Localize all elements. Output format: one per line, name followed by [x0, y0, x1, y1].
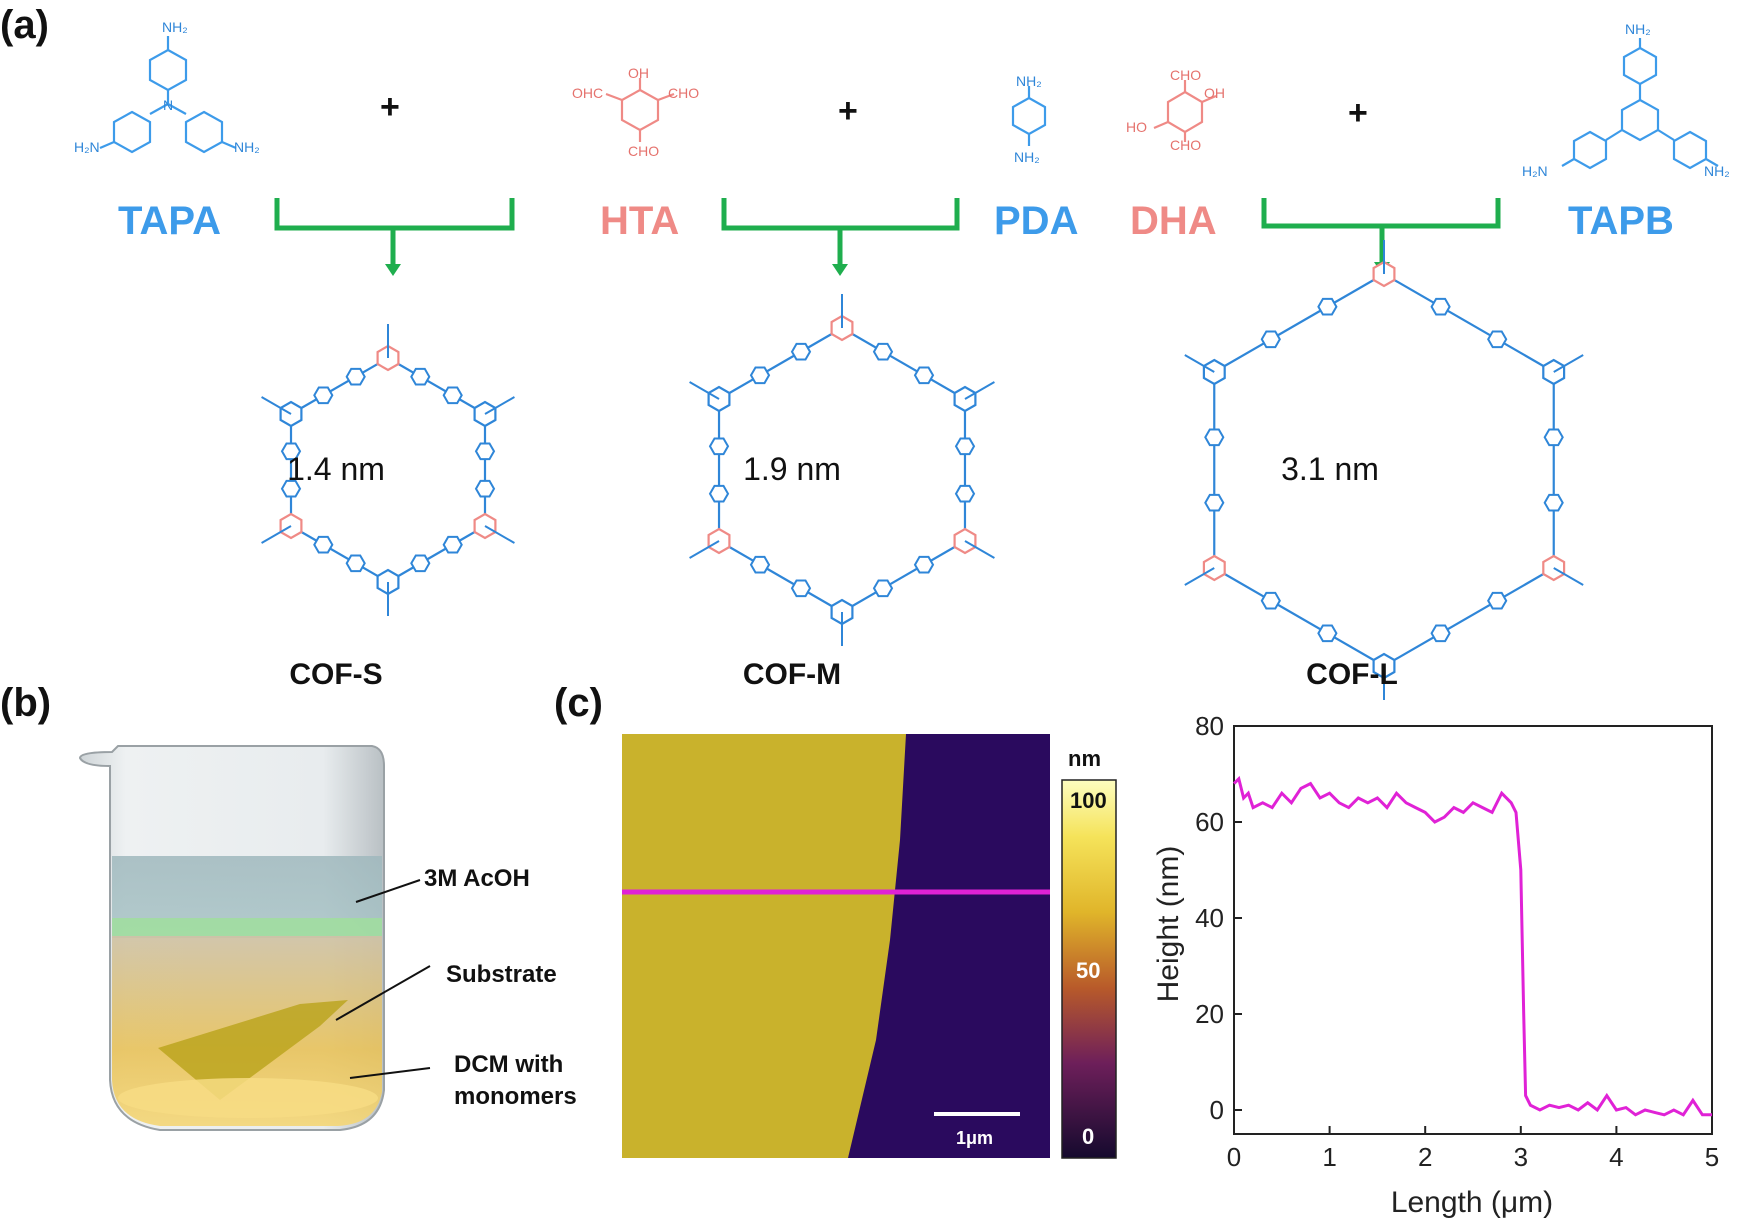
cof-m-ring [689, 294, 995, 646]
chart-ylabel: Height (nm) [1152, 846, 1185, 1003]
colorbar-tick-0: 0 [1082, 1124, 1094, 1149]
colorbar [1061, 779, 1117, 1159]
pore-size-cof-m: 1.9 nm [743, 451, 841, 487]
label-hta: HTA [600, 199, 679, 243]
svg-text:NH₂: NH₂ [1016, 73, 1042, 89]
label-acoh: 3M AcOH [424, 865, 530, 892]
beaker-leader-lines [335, 879, 431, 1079]
dha-structure [1153, 80, 1217, 142]
svg-text:OHC: OHC [572, 85, 603, 101]
svg-text:NH₂: NH₂ [1704, 163, 1730, 179]
label-dha: DHA [1130, 199, 1217, 243]
arrowhead-2 [832, 264, 848, 276]
svg-text:NH₂: NH₂ [234, 139, 260, 155]
svg-text:NH₂: NH₂ [1014, 149, 1040, 165]
panel-label-c: (c) [554, 681, 603, 725]
reaction-arrow-1 [274, 198, 515, 268]
cof-l-ring [1184, 240, 1584, 700]
x-tick-label: 3 [1514, 1142, 1528, 1172]
svg-text:CHO: CHO [668, 85, 699, 101]
plus-sign-1: + [380, 88, 400, 126]
label-tapa: TAPA [118, 199, 221, 243]
label-substrate: Substrate [446, 961, 557, 988]
x-tick-label: 5 [1705, 1142, 1719, 1172]
svg-text:OH: OH [628, 65, 649, 81]
svg-text:OH: OH [1204, 85, 1225, 101]
plus-sign-3: + [1348, 94, 1368, 132]
chart-xlabel: Length (μm) [1391, 1186, 1553, 1219]
svg-text:CHO: CHO [1170, 67, 1201, 83]
beaker [78, 745, 385, 1131]
y-tick-label: 0 [1210, 1095, 1224, 1125]
cof-frameworks [261, 240, 1584, 700]
colorbar-tick-100: 100 [1070, 788, 1107, 813]
svg-text:H₂N: H₂N [74, 139, 100, 155]
scale-bar-label: 1μm [956, 1128, 993, 1148]
pore-size-cof-l: 3.1 nm [1281, 451, 1379, 487]
y-tick-label: 40 [1195, 903, 1224, 933]
y-tick-label: 20 [1195, 999, 1224, 1029]
colorbar-tick-50: 50 [1076, 958, 1100, 983]
label-tapb: TAPB [1568, 199, 1674, 243]
svg-text:NH₂: NH₂ [162, 19, 188, 35]
pda-structure [1011, 86, 1047, 146]
cof-s-ring [261, 324, 515, 616]
svg-text:CHO: CHO [628, 143, 659, 159]
svg-text:HO: HO [1126, 119, 1147, 135]
height-profile-chart: 0 1 2 3 4 5 0 20 40 60 80 [1195, 711, 1719, 1172]
x-tick-label: 1 [1322, 1142, 1336, 1172]
height-profile-line [1232, 775, 1712, 1117]
x-tick-label: 4 [1609, 1142, 1623, 1172]
plus-sign-2: + [838, 92, 858, 130]
svg-text:NH₂: NH₂ [1625, 21, 1651, 37]
cof-name-l: COF-L [1306, 658, 1398, 691]
hta-structure [605, 78, 675, 142]
panel-label-b: (b) [0, 681, 51, 725]
arrowhead-1 [385, 264, 401, 276]
reaction-arrow-2 [721, 198, 960, 268]
svg-text:N: N [163, 97, 173, 113]
pore-size-cof-s: 1.4 nm [287, 451, 385, 487]
label-dcm-line2: monomers [454, 1083, 577, 1110]
tapa-structure [99, 36, 237, 154]
tapb-structure [1561, 38, 1719, 170]
cof-name-m: COF-M [743, 658, 841, 691]
x-tick-label: 0 [1227, 1142, 1241, 1172]
reaction-arrow-3 [1261, 198, 1501, 266]
x-tick-label: 2 [1418, 1142, 1432, 1172]
colorbar-unit: nm [1068, 746, 1101, 771]
y-tick-label: 80 [1195, 711, 1224, 741]
panel-label-a: (a) [0, 3, 49, 47]
label-pda: PDA [994, 199, 1078, 243]
svg-text:CHO: CHO [1170, 137, 1201, 153]
cof-name-s: COF-S [289, 658, 382, 691]
y-tick-label: 60 [1195, 807, 1224, 837]
chart-plot-frame [1233, 725, 1713, 1135]
svg-text:H₂N: H₂N [1522, 163, 1548, 179]
label-dcm-line1: DCM with [454, 1051, 563, 1078]
afm-height-image [622, 734, 1050, 1158]
